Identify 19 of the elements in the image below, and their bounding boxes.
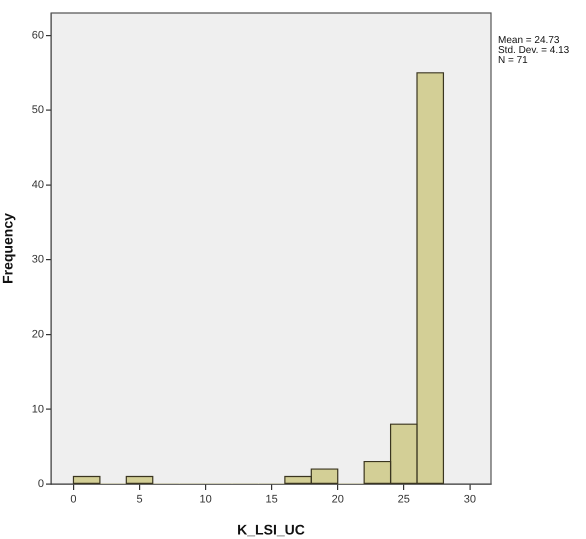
y-tick-label: 10 xyxy=(32,403,44,416)
y-tick-label: 20 xyxy=(32,328,44,341)
text: Mean = 24.73 xyxy=(498,35,560,46)
y-tick-label: 0 xyxy=(38,478,44,490)
y-axis-title: Frequency xyxy=(0,212,16,284)
x-tick-label: 15 xyxy=(266,494,278,506)
text: Std. Dev. = 4.13 xyxy=(498,45,570,56)
x-tick-label: 5 xyxy=(136,494,143,506)
y-tick-label: 40 xyxy=(32,178,44,191)
x-tick-label: 25 xyxy=(398,494,410,506)
x-tick-label: 20 xyxy=(332,494,344,506)
y-tick-label: 60 xyxy=(32,29,44,42)
y-tick-label: 30 xyxy=(32,254,44,266)
text: N = 71 xyxy=(498,55,528,66)
x-axis-title: K_LSI_UC xyxy=(237,521,305,538)
x-tick-label: 30 xyxy=(464,494,476,506)
y-tick-label: 50 xyxy=(32,104,44,116)
x-tick-label: 10 xyxy=(199,494,212,506)
x-tick-label: 0 xyxy=(70,494,77,506)
